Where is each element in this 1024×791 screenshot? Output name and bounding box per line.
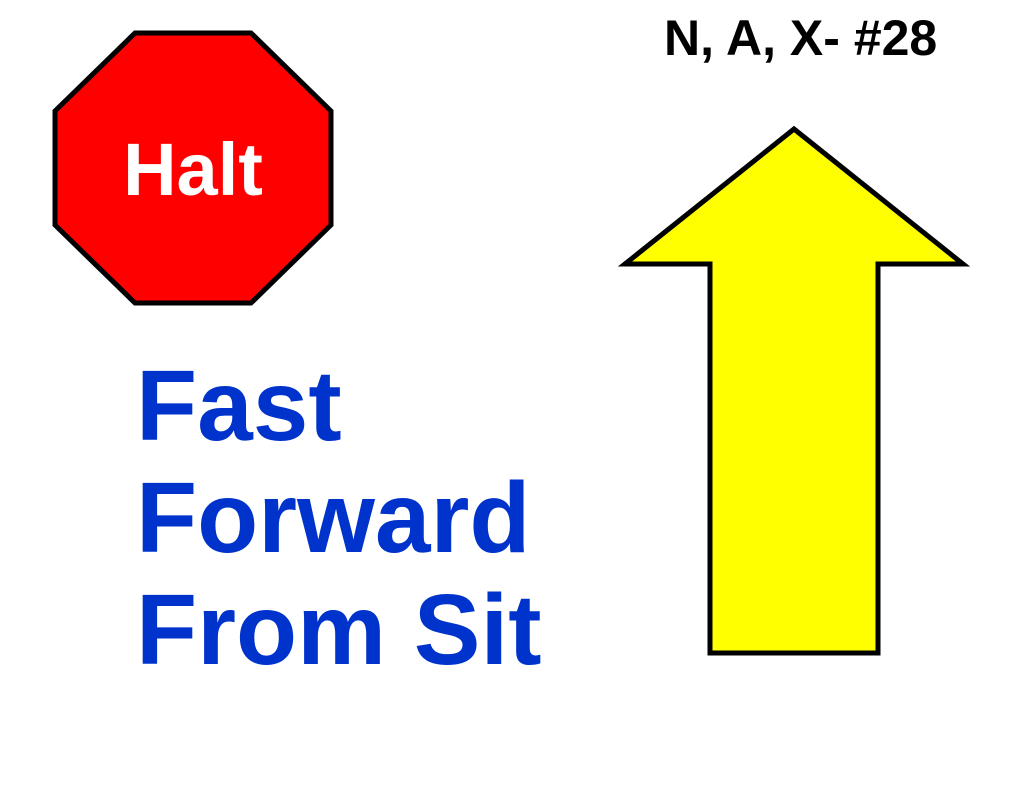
instruction-line: From Sit xyxy=(136,574,542,686)
halt-label: Halt xyxy=(123,127,263,211)
up-arrow-icon xyxy=(618,122,970,660)
sign-code-label: N, A, X- #28 xyxy=(664,10,938,66)
instruction-line: Fast xyxy=(136,350,342,462)
instruction-text: Fast Forward From Sit xyxy=(136,350,542,686)
instruction-line: Forward xyxy=(136,462,531,574)
stop-sign-icon xyxy=(52,30,334,306)
